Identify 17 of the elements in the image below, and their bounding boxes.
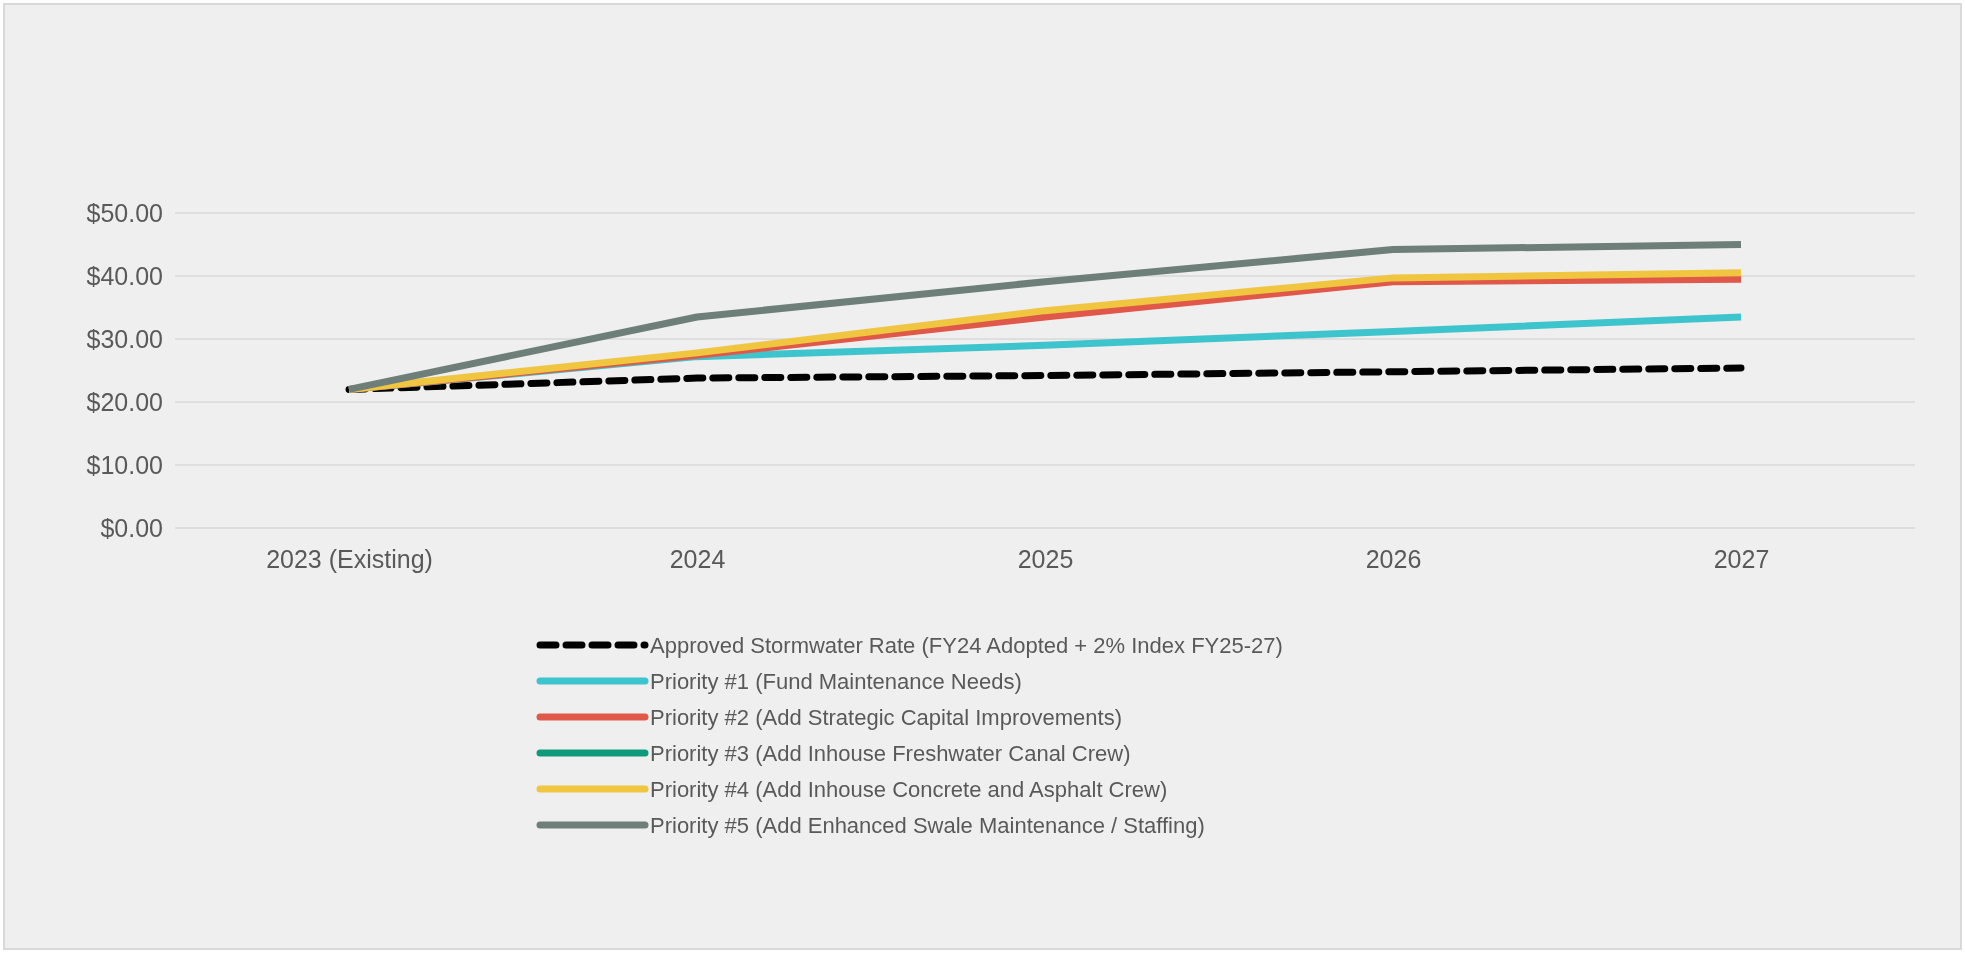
x-tick-label: 2023 (Existing) xyxy=(266,544,433,573)
legend-label: Priority #5 (Add Enhanced Swale Maintenance / Staffing) xyxy=(650,812,1205,838)
x-tick-label: 2026 xyxy=(1365,544,1422,573)
legend-label: Priority #3 (Add Inhouse Freshwater Canal Crew) xyxy=(650,740,1131,766)
y-tick-label: $50.00 xyxy=(86,198,163,227)
y-tick-label: $10.00 xyxy=(86,450,163,479)
y-tick-label: $30.00 xyxy=(86,324,163,353)
x-tick-label: 2025 xyxy=(1017,544,1074,573)
y-tick-label: $0.00 xyxy=(100,513,163,542)
legend-label: Priority #1 (Fund Maintenance Needs) xyxy=(650,668,1022,694)
y-tick-label: $20.00 xyxy=(86,387,163,416)
legend-label: Approved Stormwater Rate (FY24 Adopted + 2% Index FY25-27) xyxy=(650,632,1283,658)
legend-label: Priority #4 (Add Inhouse Concrete and Asphalt Crew) xyxy=(650,776,1168,802)
legend-label: Priority #2 (Add Strategic Capital Improvements) xyxy=(650,704,1122,730)
x-tick-label: 2027 xyxy=(1713,544,1770,573)
y-tick-label: $40.00 xyxy=(86,261,163,290)
x-tick-label: 2024 xyxy=(669,544,726,573)
